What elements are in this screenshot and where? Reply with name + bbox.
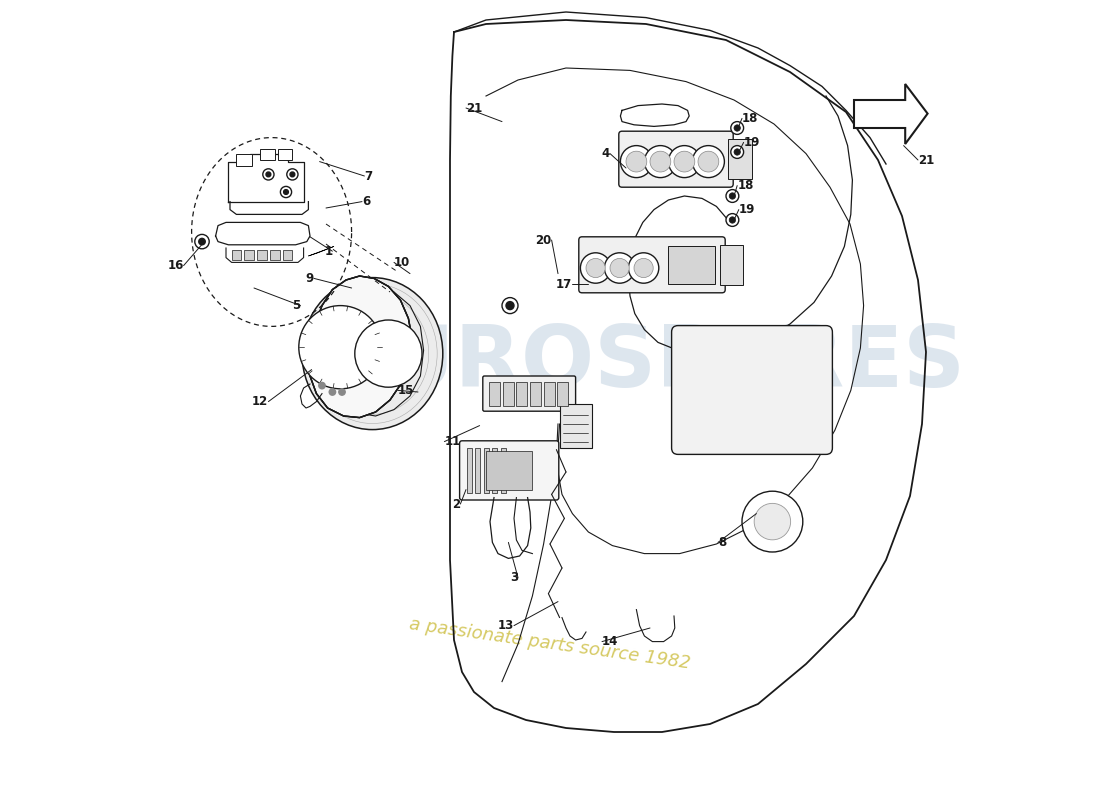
Circle shape <box>730 146 744 158</box>
Text: 21: 21 <box>918 154 934 166</box>
Circle shape <box>726 190 739 202</box>
Bar <box>720 245 742 285</box>
Text: 8: 8 <box>718 536 726 549</box>
FancyBboxPatch shape <box>483 376 575 411</box>
Text: 7: 7 <box>364 170 373 182</box>
Text: 11: 11 <box>444 435 461 448</box>
Circle shape <box>734 149 740 155</box>
Text: 3: 3 <box>510 571 518 584</box>
Circle shape <box>730 122 744 134</box>
Text: 18: 18 <box>737 179 754 192</box>
Text: 13: 13 <box>497 619 514 632</box>
Circle shape <box>645 146 676 178</box>
Text: 17: 17 <box>557 278 572 290</box>
Circle shape <box>604 253 635 283</box>
Circle shape <box>755 503 791 540</box>
Text: 21: 21 <box>466 102 482 114</box>
Text: 2: 2 <box>452 498 461 510</box>
Circle shape <box>628 253 659 283</box>
Circle shape <box>692 146 725 178</box>
Text: 9: 9 <box>306 272 313 285</box>
Circle shape <box>626 151 647 172</box>
Text: 19: 19 <box>739 203 756 216</box>
Circle shape <box>742 491 803 552</box>
Circle shape <box>581 253 611 283</box>
Bar <box>490 382 500 406</box>
Bar <box>232 250 241 260</box>
Circle shape <box>339 389 345 395</box>
Text: 12: 12 <box>252 395 268 408</box>
Circle shape <box>290 172 295 177</box>
Circle shape <box>299 306 382 389</box>
Bar <box>558 382 568 406</box>
Circle shape <box>674 151 695 172</box>
Bar <box>560 404 592 448</box>
Bar <box>236 154 252 166</box>
Bar <box>270 250 279 260</box>
Text: EUROSPARES: EUROSPARES <box>327 322 966 406</box>
Circle shape <box>355 320 422 387</box>
Text: 6: 6 <box>362 195 371 208</box>
Circle shape <box>734 125 740 131</box>
FancyBboxPatch shape <box>619 131 734 187</box>
Bar <box>516 382 527 406</box>
FancyBboxPatch shape <box>460 441 559 500</box>
FancyBboxPatch shape <box>579 237 725 293</box>
Bar <box>261 149 275 160</box>
Text: 5: 5 <box>293 299 300 312</box>
Circle shape <box>287 169 298 180</box>
Text: 1: 1 <box>324 245 332 258</box>
Text: 20: 20 <box>536 234 551 246</box>
Circle shape <box>502 298 518 314</box>
Bar <box>500 448 506 493</box>
Circle shape <box>195 234 209 249</box>
Circle shape <box>506 302 514 310</box>
Circle shape <box>650 151 671 172</box>
Text: 14: 14 <box>602 635 618 648</box>
Text: a passionate parts source 1982: a passionate parts source 1982 <box>408 615 692 673</box>
Circle shape <box>729 217 736 223</box>
Circle shape <box>726 214 739 226</box>
Circle shape <box>634 258 653 278</box>
Bar <box>728 139 752 179</box>
Circle shape <box>266 172 271 177</box>
Bar <box>486 451 532 490</box>
Circle shape <box>263 169 274 180</box>
Bar <box>503 382 514 406</box>
Text: 16: 16 <box>167 259 184 272</box>
Bar <box>475 448 480 493</box>
Bar <box>530 382 541 406</box>
Bar <box>543 382 554 406</box>
Bar <box>283 250 293 260</box>
Circle shape <box>284 190 288 194</box>
Circle shape <box>329 389 336 395</box>
Text: 4: 4 <box>602 147 610 160</box>
Text: 19: 19 <box>744 136 760 149</box>
Bar <box>669 246 715 284</box>
Bar <box>257 250 267 260</box>
Polygon shape <box>308 276 412 418</box>
Polygon shape <box>308 246 334 256</box>
Bar <box>484 448 488 493</box>
FancyBboxPatch shape <box>672 326 833 454</box>
Bar <box>466 448 472 493</box>
Circle shape <box>669 146 701 178</box>
Circle shape <box>610 258 629 278</box>
Circle shape <box>729 193 736 199</box>
Text: 10: 10 <box>394 256 410 269</box>
Circle shape <box>199 238 206 245</box>
Polygon shape <box>854 84 927 144</box>
Bar <box>492 448 497 493</box>
Circle shape <box>698 151 718 172</box>
Text: 15: 15 <box>398 384 415 397</box>
Circle shape <box>620 146 652 178</box>
Bar <box>278 149 293 160</box>
Ellipse shape <box>302 278 443 430</box>
Circle shape <box>319 382 326 389</box>
Text: 18: 18 <box>742 112 758 125</box>
Circle shape <box>280 186 292 198</box>
Bar <box>244 250 254 260</box>
Circle shape <box>586 258 605 278</box>
